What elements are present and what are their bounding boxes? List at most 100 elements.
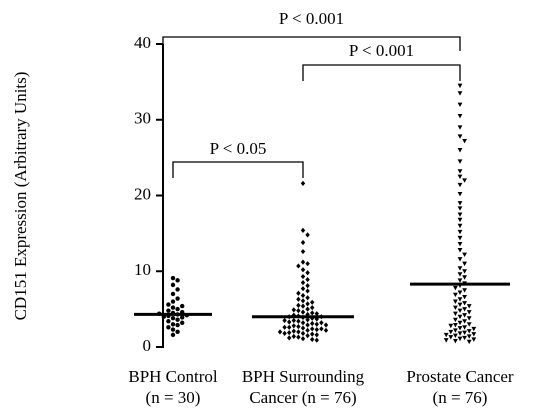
dot xyxy=(175,296,180,301)
dot xyxy=(300,180,306,186)
dot xyxy=(457,302,463,307)
dot xyxy=(305,270,310,276)
dot xyxy=(166,302,171,307)
dot xyxy=(462,178,467,183)
dot xyxy=(300,303,306,309)
dot xyxy=(287,330,292,336)
dot xyxy=(310,331,315,337)
dot xyxy=(457,174,463,179)
dot xyxy=(300,325,306,331)
dot xyxy=(296,323,301,330)
dot xyxy=(305,322,310,328)
dot xyxy=(300,292,306,299)
x-tick-label: Prostate Cancer xyxy=(406,367,513,386)
dot xyxy=(175,317,180,322)
dot xyxy=(310,326,315,332)
dot xyxy=(170,299,176,304)
dot xyxy=(296,290,301,296)
dot xyxy=(457,223,463,229)
dot xyxy=(175,322,180,328)
dot xyxy=(462,335,467,341)
dot xyxy=(466,304,472,309)
dot xyxy=(300,227,306,233)
dot xyxy=(166,319,171,324)
dot xyxy=(170,332,176,338)
dot xyxy=(453,311,458,317)
dot xyxy=(180,303,185,309)
dot xyxy=(462,313,467,318)
dot xyxy=(457,191,463,197)
dot xyxy=(466,334,472,339)
dot xyxy=(448,335,454,340)
dot xyxy=(462,330,467,336)
dot xyxy=(314,337,319,343)
dot xyxy=(175,287,180,292)
dot xyxy=(296,296,301,302)
dot xyxy=(453,317,458,323)
dot xyxy=(314,321,319,327)
dot xyxy=(180,320,185,325)
dot xyxy=(457,320,463,326)
dot xyxy=(457,212,463,217)
dot xyxy=(175,329,180,335)
dot xyxy=(300,259,306,265)
dot xyxy=(457,257,463,262)
dot xyxy=(457,266,463,271)
x-tick-label: Cancer (n = 76) xyxy=(249,388,356,407)
dot xyxy=(471,332,477,337)
dot xyxy=(282,330,287,336)
dot xyxy=(457,241,463,247)
dot xyxy=(462,307,467,312)
dot xyxy=(305,327,310,333)
x-tick-label: BPH Control xyxy=(128,367,218,386)
dot xyxy=(457,235,463,241)
dot xyxy=(305,306,310,312)
significance-bracket xyxy=(162,36,461,51)
dot xyxy=(457,314,463,320)
dot xyxy=(323,322,329,328)
dot xyxy=(462,288,467,293)
dot xyxy=(310,320,315,327)
dot xyxy=(314,326,319,333)
dot xyxy=(291,333,296,339)
dot xyxy=(300,330,306,336)
x-tick-label: (n = 30) xyxy=(146,388,201,407)
dot xyxy=(170,291,176,297)
y-tick-label: 40 xyxy=(134,33,151,52)
dot xyxy=(175,278,180,283)
dot xyxy=(305,301,310,307)
dot xyxy=(291,317,296,324)
y-tick-label: 20 xyxy=(134,184,151,203)
dot xyxy=(462,325,467,330)
dot xyxy=(300,309,306,315)
dot xyxy=(466,329,472,334)
dot xyxy=(323,327,329,333)
dot xyxy=(291,307,296,313)
dot xyxy=(310,299,315,305)
dot xyxy=(457,248,463,253)
dot xyxy=(457,229,463,235)
dot xyxy=(300,248,306,255)
x-tick-label: BPH Surrounding xyxy=(242,367,365,386)
dot xyxy=(457,169,463,174)
dot xyxy=(287,319,292,325)
dot xyxy=(457,326,463,331)
dot xyxy=(457,201,463,206)
dot xyxy=(300,239,306,246)
dot xyxy=(448,329,454,335)
dot xyxy=(300,267,306,273)
dot xyxy=(457,297,463,302)
dot xyxy=(170,305,176,310)
dot xyxy=(296,308,301,314)
dot xyxy=(296,263,301,269)
dot xyxy=(314,332,319,338)
dot xyxy=(453,328,458,333)
dot xyxy=(296,329,301,335)
dot xyxy=(305,295,310,301)
dot xyxy=(462,269,467,274)
dot xyxy=(453,323,458,328)
y-axis-label: CD151 Expression (Arbitrary Units) xyxy=(11,72,30,321)
dot xyxy=(457,331,463,336)
y-tick-label: 10 xyxy=(134,260,151,279)
